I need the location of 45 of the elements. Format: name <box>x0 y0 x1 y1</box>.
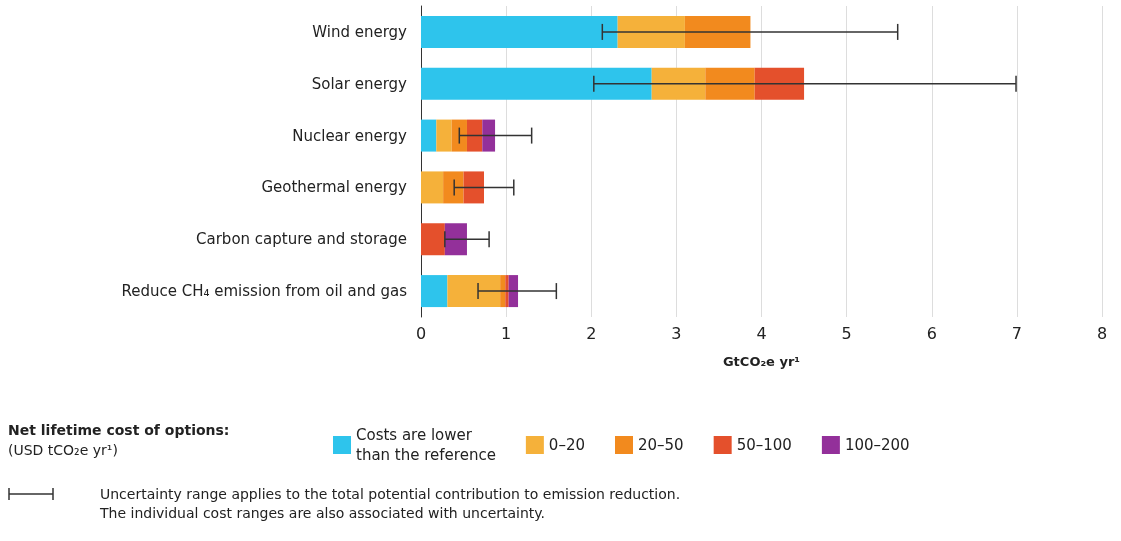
x-tick-label: 4 <box>756 323 767 343</box>
bar <box>447 275 501 308</box>
legend-label: 20–50 <box>637 436 684 454</box>
x-tick-label: 1 <box>501 323 512 343</box>
bar <box>617 15 685 48</box>
x-tick-label: 3 <box>671 323 682 343</box>
bar <box>444 223 467 256</box>
legend-title: Net lifetime cost of options: (USD tCO₂e yr¹) <box>8 422 230 458</box>
bar <box>508 275 519 308</box>
x-axis-title: GtCO₂e yr¹ <box>722 354 801 369</box>
y-tick-label: Carbon capture and storage <box>196 230 407 249</box>
y-tick-label: Solar energy <box>311 74 408 93</box>
x-tick-label: 7 <box>1011 323 1022 343</box>
y-tick-label: Nuclear energy <box>292 126 408 145</box>
x-tick-label: 2 <box>586 323 597 343</box>
bar <box>421 119 437 152</box>
x-tick-label: 6 <box>926 323 937 343</box>
bar <box>436 119 452 152</box>
y-tick-label: Geothermal energy <box>261 178 408 197</box>
legend-label: 100–200 <box>844 436 910 454</box>
bar <box>500 275 506 308</box>
y-tick-label: Wind energy <box>312 22 408 41</box>
bar <box>451 119 467 152</box>
bar <box>684 15 751 48</box>
x-tick-label: 5 <box>841 323 852 343</box>
bar <box>466 119 483 152</box>
x-tick-label: 8 <box>1096 323 1108 343</box>
bar <box>463 171 484 204</box>
bar <box>443 171 464 204</box>
legend-label: Costs are lower than the reference <box>356 426 496 464</box>
bar <box>505 275 509 308</box>
bar <box>421 171 444 204</box>
legend-label: 0–20 <box>548 436 585 454</box>
bar <box>705 67 755 100</box>
x-tick-label: 0 <box>415 323 427 343</box>
bar <box>421 67 652 100</box>
bar <box>482 119 496 152</box>
y-tick-label: Reduce CH₄ emission from oil and gas <box>121 282 408 301</box>
bar <box>651 67 706 100</box>
legend-label: 50–100 <box>736 436 792 454</box>
bar <box>421 275 448 308</box>
bar <box>421 15 618 48</box>
bar <box>421 223 445 256</box>
text: Uncertainty range applies to the total potential contribution to emission reduction. The individual cost ranges are also associated with uncertainty. <box>99 485 681 521</box>
bar <box>754 67 805 100</box>
